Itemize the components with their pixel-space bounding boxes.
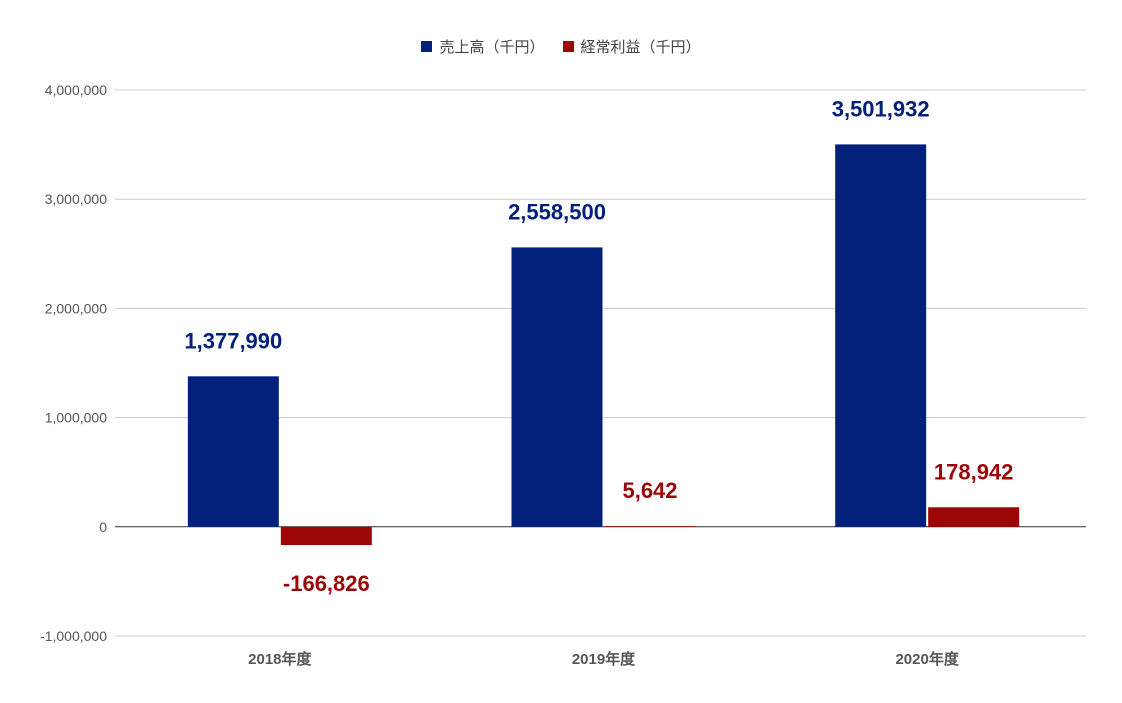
bar-ordinary-profit [280, 526, 372, 546]
y-tick-label: 4,000,000 [45, 82, 107, 98]
legend: 売上高（千円） 経常利益（千円） [0, 36, 1122, 57]
x-tick-label: 2020年度 [895, 650, 959, 668]
data-label-sales: 3,501,932 [832, 96, 930, 121]
legend-swatch-ordinary-profit [562, 41, 574, 52]
legend-item-ordinary-profit: 経常利益（千円） [562, 36, 701, 57]
x-tick-label: 2018年度 [248, 650, 312, 668]
data-label-ordinary-profit: 5,642 [622, 478, 677, 503]
bar-sales [835, 144, 927, 527]
x-tick-label: 2019年度 [572, 650, 636, 668]
legend-item-sales: 売上高（千円） [421, 36, 545, 57]
bar-sales [187, 376, 279, 527]
y-tick-label: 2,000,000 [45, 300, 107, 316]
y-tick-label: 0 [99, 519, 107, 535]
legend-label-sales: 売上高（千円） [439, 39, 545, 56]
legend-label-ordinary-profit: 経常利益（千円） [580, 39, 701, 56]
bar-ordinary-profit [604, 526, 696, 527]
y-tick-label: 1,000,000 [45, 410, 107, 426]
data-label-ordinary-profit: -166,826 [283, 571, 370, 596]
y-tick-label: -1,000,000 [40, 628, 107, 644]
bar-ordinary-profit [928, 507, 1020, 527]
data-label-sales: 1,377,990 [184, 328, 282, 353]
data-label-sales: 2,558,500 [508, 199, 606, 224]
bar-sales [511, 247, 603, 527]
data-label-ordinary-profit: 178,942 [934, 459, 1014, 484]
legend-swatch-sales [421, 41, 433, 52]
y-tick-label: 3,000,000 [45, 191, 107, 207]
